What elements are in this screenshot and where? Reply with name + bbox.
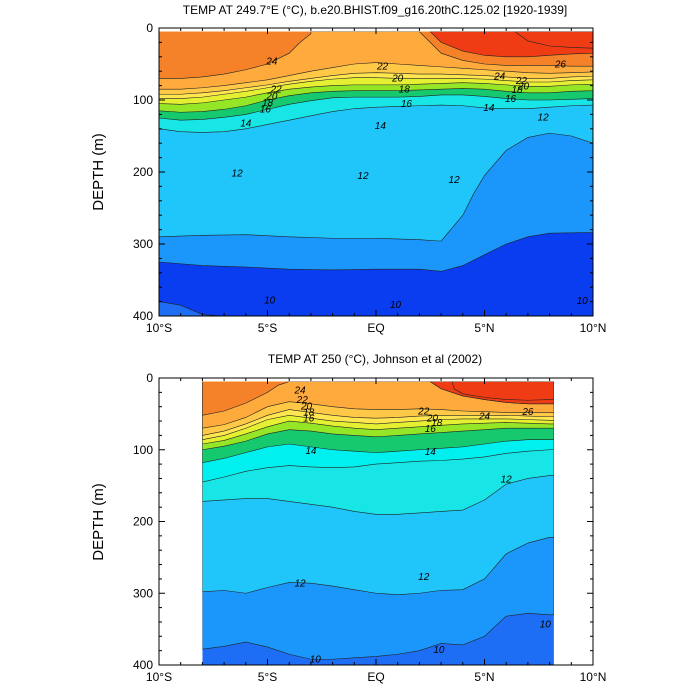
panel-top-contour-label: 20 bbox=[391, 74, 404, 85]
panel-top-contour-label: 20 bbox=[517, 82, 530, 93]
panel-bottom-x-tick-label: 10°N bbox=[580, 670, 607, 684]
panel-top-y-tick-label: 300 bbox=[133, 237, 153, 251]
panel-bottom-y-tick-label: 0 bbox=[146, 371, 153, 385]
panel-bottom-contour-label: 26 bbox=[521, 407, 534, 418]
panel-top-frame bbox=[158, 27, 594, 317]
panel-top-contour-label: 14 bbox=[483, 103, 495, 114]
panel-bottom-contour-label: 18 bbox=[303, 408, 315, 419]
panel-top-y-tick-label: 0 bbox=[146, 21, 153, 35]
panel-bottom-contour-label: 22 bbox=[417, 406, 430, 417]
panel-bottom-contour-label: 12 bbox=[418, 572, 430, 583]
panel-bottom-contour-label: 10 bbox=[433, 645, 445, 656]
panel-bottom-contour-label: 24 bbox=[293, 385, 306, 396]
panel-top-contour-label: 14 bbox=[240, 118, 252, 129]
panel-bottom-contour-label: 22 bbox=[296, 395, 309, 406]
panel-top-contour-label: 18 bbox=[511, 85, 523, 96]
panel-top-contour-label: 14 bbox=[375, 121, 387, 132]
panel-top-band-28 bbox=[514, 31, 593, 49]
panel-bottom-x-tick-label: EQ bbox=[367, 670, 384, 684]
panel-bottom-ylabel: DEPTH (m) bbox=[90, 483, 107, 561]
panel-bottom-contour-label: 10 bbox=[540, 619, 552, 630]
panel-top-y-tick-label: 100 bbox=[133, 93, 153, 107]
panel-bottom-contour-label: 14 bbox=[305, 446, 317, 457]
panel-top-contour-label: 18 bbox=[262, 98, 274, 109]
panel-top-contour-label: 12 bbox=[538, 113, 550, 124]
panel-bottom-x-tick-label: 10°S bbox=[146, 670, 172, 684]
panel-bottom-y-tick-label: 300 bbox=[133, 586, 153, 600]
panel-bottom-contour-label: 12 bbox=[294, 578, 306, 589]
panel-bottom-x-tick-label: 5°N bbox=[474, 670, 494, 684]
panel-bottom-frame bbox=[158, 377, 594, 666]
panel-top-contour-label: 22 bbox=[270, 84, 283, 95]
panel-top-contour-label: 16 bbox=[260, 105, 272, 116]
panel-bottom-y-tick-label: 100 bbox=[133, 443, 153, 457]
panel-top-contour-label: 10 bbox=[390, 300, 402, 311]
panel-bottom-contour-label: 18 bbox=[431, 418, 443, 429]
panel-bottom-title: TEMP AT 250 (°C), Johnson et al (2002) bbox=[268, 352, 482, 366]
panel-top-contour-label: 20 bbox=[265, 92, 278, 103]
panel-bottom-band-28 bbox=[451, 381, 554, 401]
panel-top-x-tick-label: 5°N bbox=[474, 321, 494, 335]
panel-bottom-contour-label: 12 bbox=[501, 474, 513, 485]
panel-top-x-tick-label: 10°N bbox=[580, 321, 607, 335]
panel-top-contour-label: 16 bbox=[505, 94, 517, 105]
panel-top-contour-label: 18 bbox=[399, 84, 411, 95]
panel-top-contour-label: 26 bbox=[554, 59, 567, 70]
panel-top-contour-label: 16 bbox=[401, 99, 413, 110]
panel-bottom-bands bbox=[202, 381, 554, 665]
panel-top-contour-label: 12 bbox=[232, 169, 244, 180]
panel-top-contour-label: 10 bbox=[577, 296, 589, 307]
panel-top-contour-label: 24 bbox=[265, 56, 278, 67]
panel-top-contour-label: 12 bbox=[357, 171, 369, 182]
panel-top-x-tick-label: 5°S bbox=[258, 321, 277, 335]
panel-top-title: TEMP AT 249.7°E (°C), b.e20.BHIST.f09_g1… bbox=[183, 3, 568, 17]
panel-top-x-tick-label: 10°S bbox=[146, 321, 172, 335]
panel-bottom-contour-label: 16 bbox=[303, 413, 315, 424]
panel-bottom-y-tick-label: 200 bbox=[133, 515, 153, 529]
panel-top-x-tick-label: EQ bbox=[367, 321, 384, 335]
panel-top-contour-label: 22 bbox=[515, 76, 528, 87]
panel-top-contour-label: 10 bbox=[264, 295, 276, 306]
panel-bottom-contour-label: 20 bbox=[300, 401, 313, 412]
panel-bottom: TEMP AT 250 (°C), Johnson et al (2002) D… bbox=[90, 352, 606, 684]
panel-bottom-contour-label: 14 bbox=[425, 447, 437, 458]
panel-top-y-tick-label: 400 bbox=[133, 309, 153, 323]
panel-bottom-x-tick-label: 5°S bbox=[258, 670, 277, 684]
panel-top-contour-label: 24 bbox=[493, 72, 506, 83]
panel-top-ylabel: DEPTH (m) bbox=[90, 133, 107, 211]
panel-bottom-contour-label: 16 bbox=[425, 424, 437, 435]
panel-top-bands bbox=[159, 31, 593, 316]
panel-top-contour-label: 22 bbox=[376, 61, 389, 72]
panel-top: TEMP AT 249.7°E (°C), b.e20.BHIST.f09_g1… bbox=[90, 3, 606, 335]
panel-bottom-contour-label: 10 bbox=[310, 655, 322, 666]
panel-top-y-tick-label: 200 bbox=[133, 165, 153, 179]
panel-bottom-contour-label: 24 bbox=[478, 411, 491, 422]
panel-bottom-contour-label: 20 bbox=[426, 413, 439, 424]
panel-top-contour-label: 12 bbox=[449, 175, 461, 186]
panel-top-band-9 bbox=[159, 31, 225, 316]
panel-bottom-y-tick-label: 400 bbox=[133, 658, 153, 672]
